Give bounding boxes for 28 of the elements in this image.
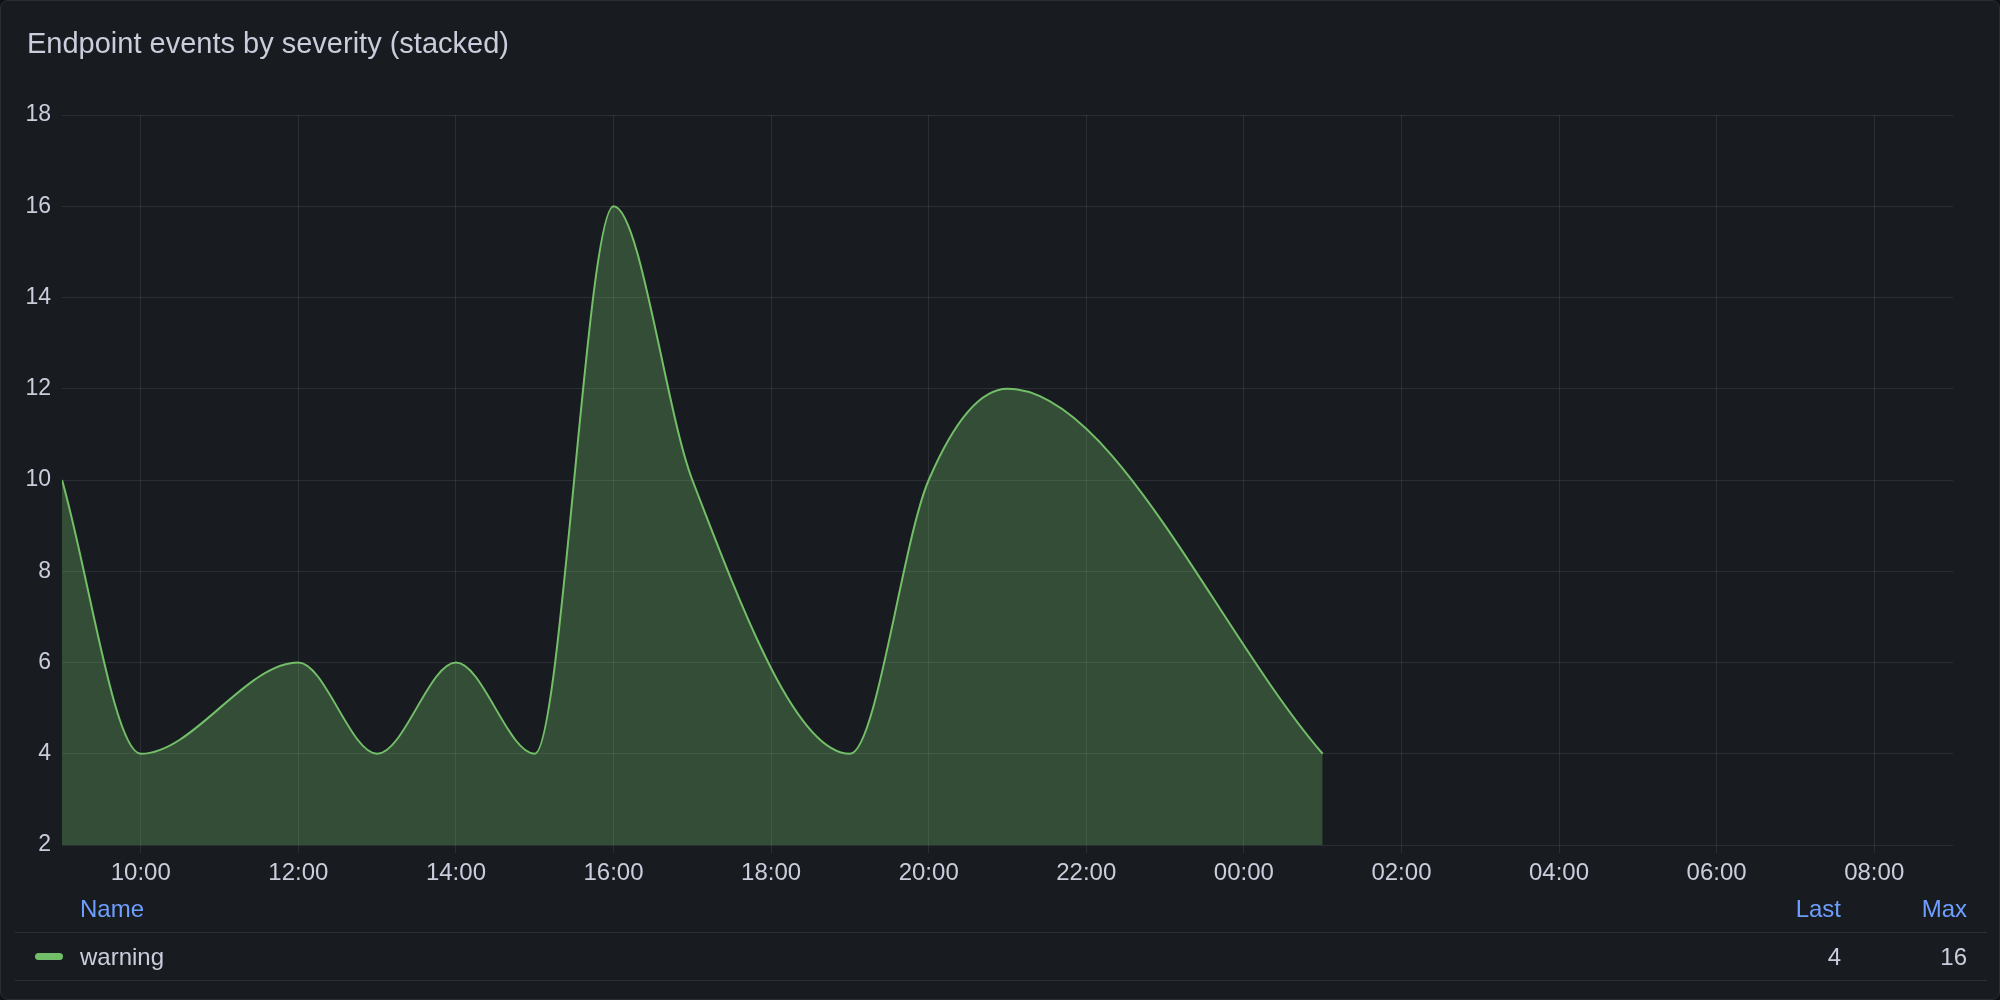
- text: Last: [1795, 894, 1841, 924]
- x-tick-label: 10:00: [110, 858, 171, 886]
- x-tick-label: 04:00: [1529, 858, 1590, 886]
- x-tick-label: 22:00: [1056, 858, 1117, 886]
- legend-title: Name: [80, 894, 145, 924]
- legend-label: warning: [80, 942, 165, 972]
- y-tick-label: 12: [25, 374, 51, 401]
- text: 16: [1940, 942, 1967, 972]
- y-tick-label: 2: [38, 830, 51, 857]
- text: 4: [1827, 942, 1841, 972]
- y-tick-label: 14: [25, 282, 52, 309]
- y-tick-label: 10: [25, 465, 51, 492]
- y-tick-label: 18: [25, 100, 51, 127]
- y-tick-label: 6: [38, 647, 51, 674]
- x-tick-label: 20:00: [898, 858, 959, 886]
- x-tick-label: 00:00: [1213, 858, 1274, 886]
- x-tick-label: 08:00: [1844, 858, 1905, 886]
- x-tick-label: 14:00: [425, 858, 486, 886]
- x-tick-label: 06:00: [1686, 858, 1747, 886]
- text: Max: [1921, 894, 1967, 924]
- x-tick-label: 18:00: [741, 858, 802, 886]
- x-tick-label: 16:00: [583, 858, 644, 886]
- x-tick-label: 12:00: [268, 858, 329, 886]
- x-tick-label: 02:00: [1371, 858, 1432, 886]
- chart-title: Endpoint events by severity (stacked): [27, 26, 509, 60]
- y-tick-label: 16: [25, 191, 51, 218]
- y-tick-label: 4: [38, 739, 52, 766]
- y-tick-label: 8: [38, 556, 51, 583]
